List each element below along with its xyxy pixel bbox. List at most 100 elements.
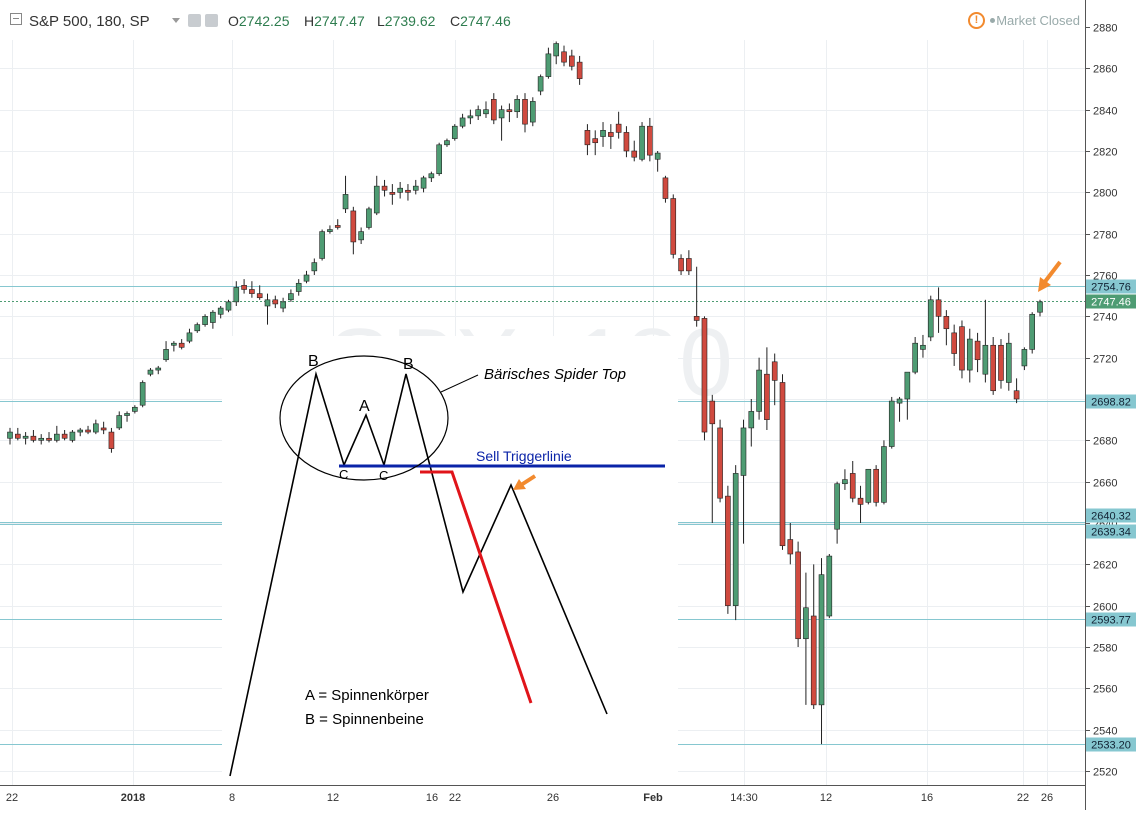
candle (428, 171, 435, 182)
candle-body (912, 342, 918, 373)
candle (686, 250, 692, 275)
candle-body (249, 289, 255, 294)
arrow-icon (1038, 260, 1062, 292)
x-tick-label: 8 (229, 792, 235, 804)
spider-title: Bärisches Spider Top (484, 366, 626, 383)
candle-body (7, 431, 13, 439)
dropdown-icon[interactable] (172, 18, 180, 23)
candle (334, 219, 341, 230)
candle (1037, 299, 1043, 317)
price-level-label: 2747.46 (1091, 297, 1131, 309)
y-tick-label: 2580 (1093, 643, 1117, 655)
candle-body (490, 99, 497, 121)
candle-body (1013, 390, 1020, 400)
x-tick-label: 14:30 (730, 792, 758, 804)
candle-body (124, 413, 130, 416)
candle-body (678, 258, 684, 272)
candle-body (116, 415, 123, 429)
candle (881, 440, 887, 505)
ohlc-close: C2747.46 (450, 13, 511, 29)
candle (467, 109, 474, 125)
settings-icon[interactable] (188, 14, 201, 27)
alert-icon[interactable]: ! (968, 12, 985, 29)
candle-body (233, 287, 240, 303)
candle (974, 332, 981, 373)
candle (701, 316, 708, 441)
candle (77, 427, 84, 437)
candle-body (303, 274, 310, 282)
label-b2: B (403, 356, 414, 373)
candle (249, 281, 255, 298)
candle-body (779, 382, 786, 547)
candle (163, 341, 169, 362)
gear-icon[interactable] (205, 14, 218, 27)
candle-body (217, 307, 224, 315)
candle (615, 111, 622, 139)
candle-body (756, 369, 762, 412)
symbol-title[interactable]: S&P 500, 180, SP (29, 13, 150, 30)
arrow-icon (513, 474, 537, 490)
candle (569, 49, 575, 71)
candle (740, 419, 747, 544)
candle (483, 101, 489, 118)
y-tick-label: 2660 (1093, 478, 1117, 490)
candle (15, 427, 21, 441)
candle-body (358, 231, 364, 241)
candle (46, 432, 52, 443)
candle-body (93, 423, 99, 433)
candles (7, 41, 1043, 745)
candle-body (132, 406, 138, 412)
collapse-icon[interactable] (10, 13, 22, 25)
candle (350, 206, 357, 255)
candle (888, 396, 895, 449)
candle (194, 322, 201, 333)
y-tick-label: 2720 (1093, 354, 1117, 366)
candle-body (553, 43, 560, 57)
candle-body (256, 293, 263, 299)
candle (904, 371, 911, 420)
candle (537, 74, 544, 96)
candle (608, 124, 614, 149)
candle-body (194, 324, 201, 332)
y-tick-label: 2740 (1093, 312, 1117, 324)
ohlc-low-label: L (377, 13, 385, 29)
candle-body (420, 177, 427, 189)
candle-body (576, 61, 583, 79)
candle (966, 328, 973, 383)
candle-body (319, 231, 325, 259)
y-tick-label: 2780 (1093, 230, 1117, 242)
candle (7, 427, 13, 445)
candle-body (670, 198, 677, 255)
ohlc-open-value: 2742.25 (238, 13, 290, 29)
candle (849, 461, 856, 503)
candle (171, 341, 177, 352)
label-a: A (359, 398, 370, 415)
candle-body (428, 173, 435, 179)
candle (147, 368, 154, 377)
candle (444, 138, 450, 147)
candle (935, 287, 942, 333)
candle (810, 564, 817, 709)
candle-body (1021, 349, 1028, 367)
x-tick-label: Feb (643, 792, 663, 804)
candle (912, 337, 918, 375)
candle-body (498, 109, 505, 119)
candle (22, 432, 29, 445)
candle (280, 297, 286, 313)
candle-body (311, 262, 318, 272)
candle (116, 411, 123, 430)
candle-body (569, 55, 575, 67)
candle-body (171, 342, 177, 346)
candle (475, 105, 481, 120)
legend-a: A = Spinnenkörper (305, 687, 429, 704)
candle-body (389, 192, 396, 195)
candle-body (873, 468, 879, 503)
candle (1005, 332, 1012, 391)
candle (662, 175, 669, 203)
candle-body (381, 185, 388, 191)
candle (210, 310, 216, 329)
candle-body (748, 411, 755, 429)
candle-body (475, 109, 481, 117)
